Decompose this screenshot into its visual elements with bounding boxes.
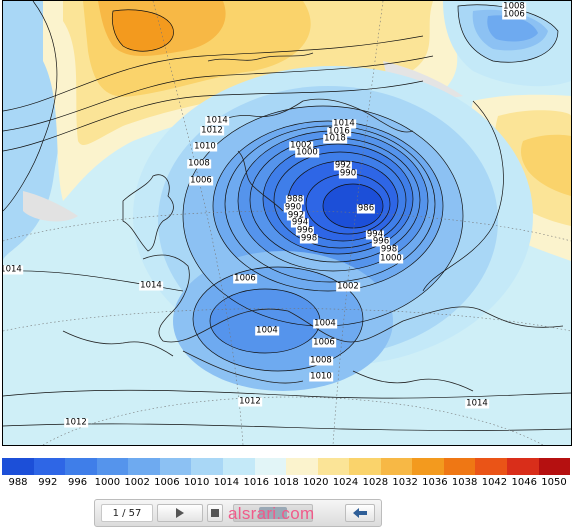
- legend-swatch: [33, 458, 66, 475]
- legend-swatch: [507, 458, 539, 475]
- legend-label: 1020: [303, 477, 329, 488]
- isobar-label: 986: [356, 203, 376, 214]
- legend-swatch: [317, 458, 350, 475]
- isobar-label: 996: [371, 236, 391, 247]
- legend-swatch: [159, 458, 192, 475]
- isobar-label: 1004: [255, 325, 279, 336]
- legend-label: 1006: [154, 477, 180, 488]
- isobar-label: 994: [365, 229, 385, 240]
- isobar-label: 1000: [379, 253, 403, 264]
- legend-swatch: [191, 458, 223, 475]
- isobar-label: 1012: [238, 396, 262, 407]
- isobar-label: 1010: [193, 141, 217, 152]
- isobar-label: 990: [338, 168, 358, 179]
- pressure-legend-labels: 988 992 996 1000 1002 1006 1010 1014 1016 1018 102…: [2, 477, 570, 489]
- legend-swatch: [475, 458, 507, 475]
- isobar-label: 1010: [309, 371, 333, 382]
- isobar-label: 1014: [465, 398, 489, 409]
- isobar-label: 992: [286, 210, 306, 221]
- isobar-label: 1006: [233, 273, 257, 284]
- isobar-label: 1012: [64, 417, 88, 428]
- isobar-label: 998: [299, 233, 319, 244]
- legend-label: 1014: [213, 477, 240, 488]
- isobar-label: 1014: [205, 115, 229, 126]
- isobar-label: 1008: [309, 355, 333, 366]
- legend-swatch: [443, 458, 476, 475]
- speed-slider[interactable]: [233, 504, 313, 522]
- isobar-label: 1006: [312, 337, 336, 348]
- legend-swatch: [538, 458, 571, 475]
- legend-label: 1024: [332, 477, 359, 488]
- stop-button[interactable]: [207, 504, 223, 522]
- legend-label: 988: [8, 477, 28, 488]
- isobar-label: 1014: [3, 265, 23, 275]
- legend-swatch: [222, 458, 255, 475]
- isobar-label: 1006: [189, 175, 213, 186]
- legend-swatch: [286, 458, 318, 475]
- isobar-label: 988: [285, 194, 305, 205]
- isobar-label: 1000: [295, 147, 319, 158]
- isobar-label: 990: [283, 202, 303, 213]
- legend-label: 1018: [273, 477, 299, 488]
- stop-icon: [211, 509, 219, 517]
- legend-swatch: [349, 458, 381, 475]
- isobar-label: 1014: [139, 280, 163, 291]
- play-button[interactable]: [157, 504, 203, 522]
- legend-label: 996: [68, 477, 88, 488]
- isobar-label: 1012: [200, 125, 224, 136]
- legend-label: 1046: [511, 477, 537, 488]
- legend-swatch: [412, 458, 444, 475]
- pressure-color-legend: [2, 458, 571, 475]
- isobar-label: 998: [379, 244, 399, 255]
- legend-swatch: [65, 458, 97, 475]
- isobar-label: 992: [333, 160, 353, 171]
- legend-label: 1028: [362, 477, 389, 488]
- legend-label: 1038: [451, 477, 478, 488]
- isobar-label: 1014: [332, 118, 356, 129]
- legend-swatch: [128, 458, 160, 475]
- legend-swatch: [380, 458, 413, 475]
- isobar-label: 1004: [313, 318, 337, 329]
- isobar-label: 994: [290, 217, 310, 228]
- legend-label: 992: [38, 477, 58, 488]
- slider-thumb[interactable]: [259, 507, 287, 519]
- frame-counter: 1 / 57: [101, 504, 153, 522]
- animation-controls: 1 / 57: [94, 499, 382, 527]
- legend-label: 1000: [94, 477, 121, 488]
- legend-label: 1002: [124, 477, 150, 488]
- isobar-label: 1016: [327, 126, 351, 137]
- map-graphic: [3, 1, 571, 445]
- back-button[interactable]: [345, 504, 375, 522]
- high-label-1008: 1008: [502, 1, 526, 12]
- isobar-label: 1002: [336, 281, 360, 292]
- isobar-label: 996: [295, 225, 315, 236]
- legend-label: 1032: [392, 477, 418, 488]
- legend-label: 1036: [422, 477, 448, 488]
- legend-label: 1010: [183, 477, 210, 488]
- legend-swatch: [96, 458, 129, 475]
- isobar-label: 1002: [289, 140, 313, 151]
- legend-label: 1042: [481, 477, 508, 488]
- legend-swatch: [254, 458, 287, 475]
- isobar-label: 1008: [187, 158, 211, 169]
- pressure-map: 1008 1006 1014 1012 1010 1008 1006 1014 1016 10…: [2, 0, 572, 446]
- legend-swatch: [2, 458, 34, 475]
- high-label-1006: 1006: [502, 9, 526, 20]
- back-arrow-icon: [353, 508, 367, 518]
- play-icon: [176, 508, 184, 518]
- legend-label: 1050: [541, 477, 567, 488]
- isobar-label: 1018: [323, 133, 347, 144]
- legend-label: 1016: [243, 477, 269, 488]
- site-watermark: alsrari.com: [228, 504, 315, 523]
